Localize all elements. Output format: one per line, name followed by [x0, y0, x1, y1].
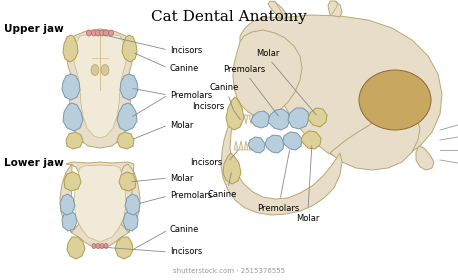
Polygon shape: [288, 108, 309, 129]
Ellipse shape: [104, 30, 109, 36]
Text: Canine: Canine: [170, 225, 199, 235]
Ellipse shape: [96, 30, 100, 36]
Polygon shape: [66, 29, 134, 148]
Ellipse shape: [96, 244, 100, 249]
Polygon shape: [328, 1, 342, 17]
Polygon shape: [73, 32, 127, 138]
Ellipse shape: [91, 64, 99, 76]
Polygon shape: [248, 137, 265, 153]
Text: Incisors: Incisors: [170, 248, 202, 256]
Polygon shape: [74, 165, 126, 242]
Text: Upper jaw: Upper jaw: [4, 24, 64, 34]
Polygon shape: [60, 162, 140, 248]
Text: Incisors: Incisors: [192, 102, 224, 111]
Polygon shape: [60, 194, 75, 215]
Text: Premolars: Premolars: [170, 90, 212, 99]
Text: Molar: Molar: [170, 120, 193, 130]
Polygon shape: [63, 103, 83, 131]
Text: Molar: Molar: [170, 174, 193, 183]
Polygon shape: [67, 237, 85, 259]
Polygon shape: [122, 35, 137, 62]
Text: Canine: Canine: [170, 64, 199, 73]
Polygon shape: [115, 237, 133, 259]
Polygon shape: [125, 194, 140, 215]
Polygon shape: [240, 15, 442, 165]
Polygon shape: [268, 1, 288, 19]
Text: Molar: Molar: [256, 49, 280, 58]
Ellipse shape: [104, 244, 108, 249]
Polygon shape: [249, 115, 253, 124]
Text: Premolars: Premolars: [223, 65, 265, 74]
Polygon shape: [234, 115, 238, 124]
Polygon shape: [268, 109, 290, 130]
Text: Premolars: Premolars: [170, 192, 212, 200]
Ellipse shape: [87, 30, 92, 36]
Polygon shape: [239, 141, 243, 150]
Polygon shape: [62, 74, 80, 100]
Polygon shape: [66, 132, 83, 149]
Ellipse shape: [99, 30, 104, 36]
Text: Premolars: Premolars: [257, 204, 299, 213]
Polygon shape: [234, 141, 238, 150]
Polygon shape: [63, 35, 78, 62]
Text: Incisors: Incisors: [170, 46, 202, 55]
Polygon shape: [119, 172, 136, 191]
Polygon shape: [330, 110, 420, 170]
Ellipse shape: [109, 30, 114, 36]
Ellipse shape: [100, 244, 104, 249]
Polygon shape: [62, 210, 77, 231]
Polygon shape: [233, 30, 302, 118]
Polygon shape: [244, 115, 248, 124]
Text: shutterstock.com · 2515376555: shutterstock.com · 2515376555: [173, 268, 285, 274]
Polygon shape: [244, 141, 248, 150]
Polygon shape: [416, 146, 434, 170]
Polygon shape: [308, 108, 327, 127]
Polygon shape: [117, 103, 137, 131]
Polygon shape: [117, 132, 134, 149]
Polygon shape: [226, 97, 244, 130]
Polygon shape: [123, 210, 138, 231]
Text: Molar: Molar: [296, 214, 320, 223]
Polygon shape: [283, 132, 302, 150]
Text: Lower jaw: Lower jaw: [4, 158, 64, 168]
Polygon shape: [251, 111, 270, 128]
Polygon shape: [254, 141, 258, 150]
Polygon shape: [64, 172, 81, 191]
Polygon shape: [120, 74, 138, 100]
Polygon shape: [249, 141, 253, 150]
Polygon shape: [301, 131, 321, 149]
Ellipse shape: [359, 70, 431, 130]
Polygon shape: [265, 135, 284, 153]
Polygon shape: [254, 115, 258, 124]
Ellipse shape: [92, 244, 96, 249]
Text: Cat Dental Anatomy: Cat Dental Anatomy: [151, 10, 307, 24]
Text: Canine: Canine: [209, 83, 239, 92]
Text: Canine: Canine: [207, 190, 237, 199]
Ellipse shape: [92, 30, 97, 36]
Polygon shape: [223, 153, 241, 184]
Polygon shape: [221, 122, 342, 215]
Text: Incisors: Incisors: [190, 158, 222, 167]
Ellipse shape: [101, 64, 109, 76]
Polygon shape: [239, 115, 243, 124]
